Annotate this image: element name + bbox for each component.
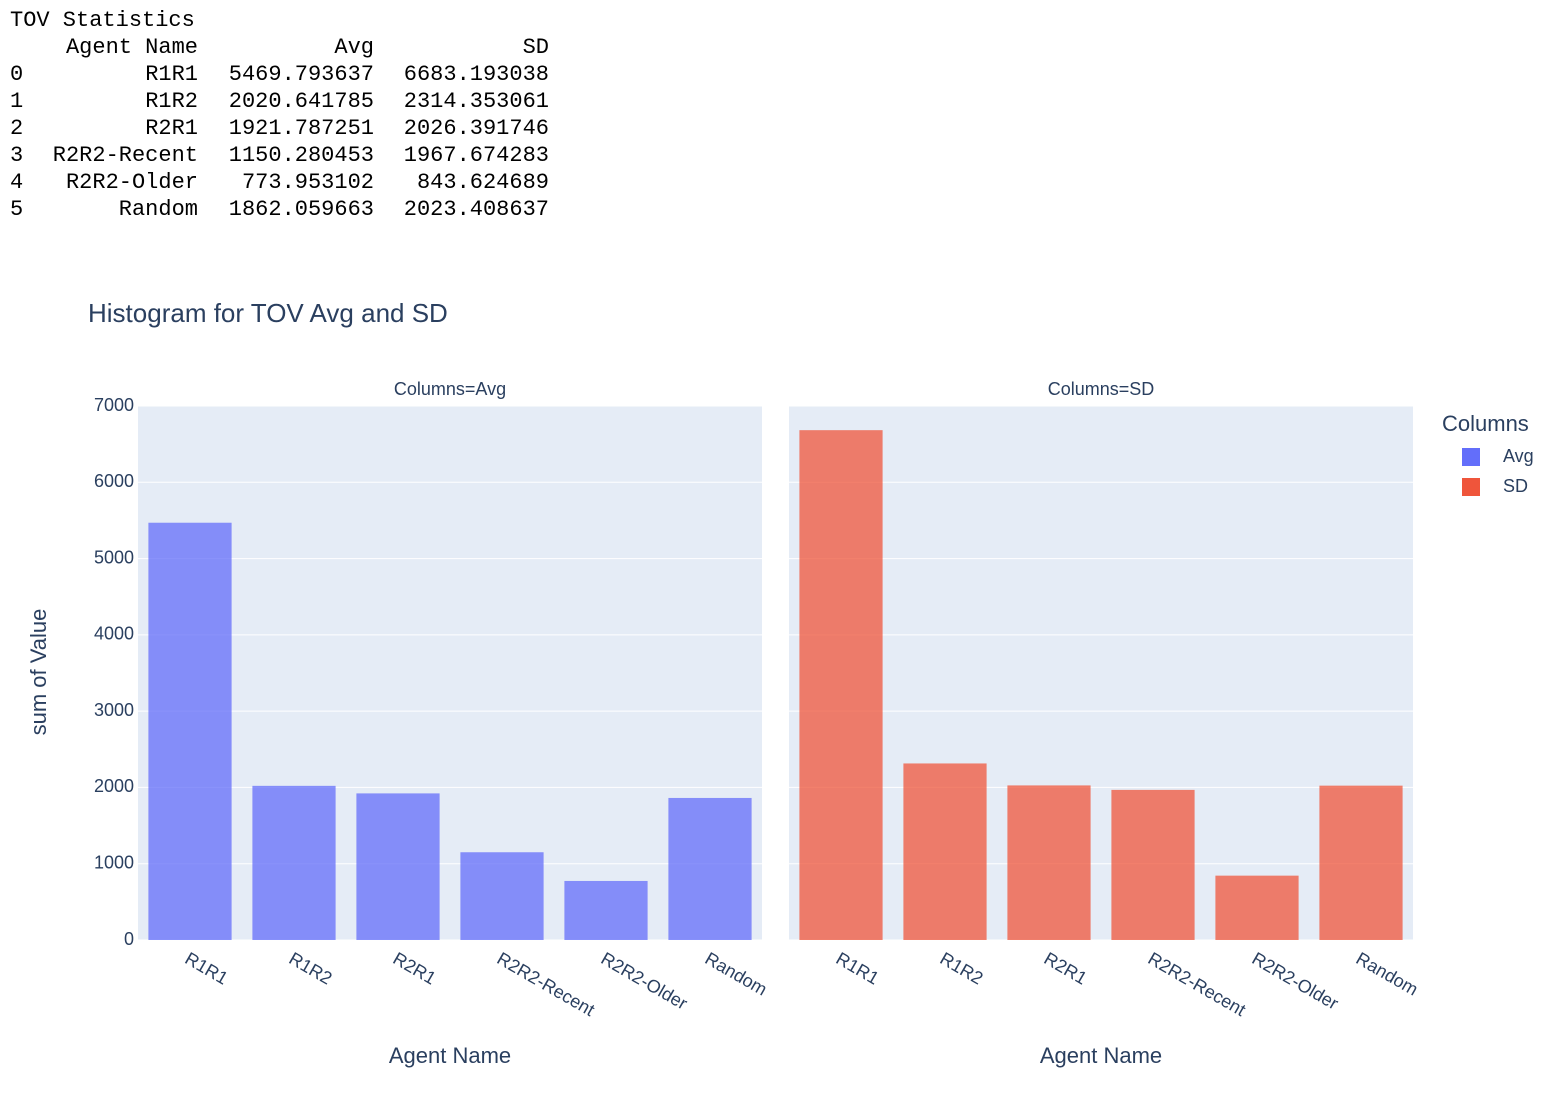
- bar: [1007, 785, 1091, 940]
- bar: [1111, 789, 1195, 940]
- x-axis-label: Agent Name: [1040, 1043, 1162, 1068]
- x-tick-label: R2R2-Older: [1249, 948, 1342, 1013]
- bar: [903, 763, 987, 940]
- x-axis-label: Agent Name: [389, 1043, 511, 1068]
- row-index: 3: [10, 143, 23, 168]
- table-cell: R2R2-Recent: [53, 143, 198, 168]
- plot-background: [789, 406, 1413, 940]
- table-cell: R2R1: [145, 116, 198, 141]
- table-title: TOV Statistics: [10, 8, 195, 33]
- table-cell: 5469.793637: [229, 62, 374, 87]
- table-cell: 2020.641785: [229, 89, 374, 114]
- legend-title: Columns: [1442, 411, 1529, 436]
- y-tick-label: 2000: [94, 776, 134, 796]
- row-index: 2: [10, 116, 23, 141]
- x-tick-label: Random: [702, 948, 771, 999]
- y-tick-label: 5000: [94, 547, 134, 567]
- bar: [356, 793, 440, 940]
- table-cell: 2314.353061: [404, 89, 549, 114]
- legend-swatch: [1462, 478, 1480, 496]
- x-tick-label: R1R2: [937, 948, 987, 988]
- table-cell: 773.953102: [242, 170, 374, 195]
- legend-label: SD: [1503, 476, 1528, 496]
- bar: [668, 797, 752, 940]
- x-tick-label: R2R2-Recent: [1145, 948, 1249, 1020]
- table-cell: 1921.787251: [229, 116, 374, 141]
- x-tick-label: R1R1: [833, 948, 883, 988]
- row-index: 5: [10, 197, 23, 222]
- table-cell: Random: [119, 197, 198, 222]
- x-tick-label: R2R2-Older: [598, 948, 691, 1013]
- facet-title: Columns=Avg: [394, 379, 506, 399]
- x-tick-label: R2R2-Recent: [494, 948, 598, 1020]
- facet-title: Columns=SD: [1048, 379, 1155, 399]
- table-cell: 1862.059663: [229, 197, 374, 222]
- bar: [1215, 875, 1299, 940]
- y-tick-label: 7000: [94, 395, 134, 415]
- table-cell: 6683.193038: [404, 62, 549, 87]
- x-tick-label: R2R1: [1041, 948, 1091, 988]
- table-cell: 2026.391746: [404, 116, 549, 141]
- table-header: SD: [523, 35, 549, 60]
- table-cell: R1R2: [145, 89, 198, 114]
- row-index: 0: [10, 62, 23, 87]
- bar: [460, 852, 544, 940]
- bar: [252, 785, 336, 940]
- table-cell: 1967.674283: [404, 143, 549, 168]
- legend-label: Avg: [1503, 446, 1534, 466]
- table-cell: 2023.408637: [404, 197, 549, 222]
- y-tick-label: 0: [124, 929, 134, 949]
- table-cell: 843.624689: [417, 170, 549, 195]
- y-tick-label: 6000: [94, 471, 134, 491]
- bar: [1319, 785, 1403, 940]
- table-cell: 1150.280453: [229, 143, 374, 168]
- x-tick-label: R1R2: [286, 948, 336, 988]
- row-index: 1: [10, 89, 23, 114]
- bar: [148, 522, 232, 940]
- y-tick-label: 1000: [94, 852, 134, 872]
- plot-background: [138, 406, 762, 940]
- table-cell: R2R2-Older: [66, 170, 198, 195]
- legend-swatch: [1462, 448, 1480, 466]
- table-cell: R1R1: [145, 62, 198, 87]
- y-axis-label: sum of Value: [26, 609, 51, 736]
- chart-title: Histogram for TOV Avg and SD: [88, 298, 448, 328]
- table-header: Avg: [334, 35, 374, 60]
- x-tick-label: Random: [1353, 948, 1422, 999]
- x-tick-label: R1R1: [182, 948, 232, 988]
- y-tick-label: 3000: [94, 700, 134, 720]
- bar: [799, 430, 883, 940]
- x-tick-label: R2R1: [390, 948, 440, 988]
- y-tick-label: 4000: [94, 624, 134, 644]
- table-header: Agent Name: [66, 35, 198, 60]
- bar: [564, 880, 648, 940]
- row-index: 4: [10, 170, 23, 195]
